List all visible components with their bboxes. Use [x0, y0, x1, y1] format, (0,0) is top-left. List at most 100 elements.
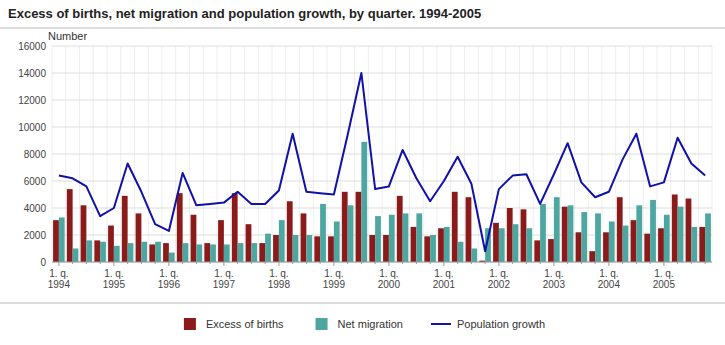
y-tick-label: 12000 — [18, 95, 46, 106]
x-tick — [485, 262, 486, 264]
x-tick — [86, 262, 87, 264]
bar — [94, 240, 100, 262]
x-tick-label-line: 1. q. — [159, 268, 178, 279]
legend-label: Excess of births — [206, 318, 284, 330]
bar — [218, 220, 224, 262]
legend-item: Net migration — [316, 318, 403, 330]
x-tick-label-line: 1999 — [323, 279, 346, 290]
x-tick — [223, 262, 224, 266]
x-tick-label-line: 1995 — [103, 279, 126, 290]
bar — [691, 227, 697, 262]
bar — [287, 201, 293, 262]
x-tick-label-line: 2005 — [653, 279, 676, 290]
bar — [67, 189, 73, 262]
x-tick — [663, 262, 664, 266]
bar — [507, 208, 513, 262]
bar — [636, 205, 642, 262]
bar — [466, 197, 472, 262]
x-tick — [347, 262, 348, 264]
bar-series — [59, 142, 711, 262]
bar — [678, 207, 684, 262]
x-tick-label-line: 2003 — [543, 279, 566, 290]
x-tick — [567, 262, 568, 264]
x-tick — [705, 262, 706, 264]
legend-swatch — [316, 318, 328, 330]
y-tick-label: 0 — [40, 257, 46, 268]
x-tick-label: 1. q.2000 — [378, 268, 401, 290]
bar — [251, 243, 257, 262]
bar — [411, 227, 417, 262]
bar — [589, 251, 595, 262]
grid-line — [52, 262, 712, 263]
bar — [568, 205, 574, 262]
grid-line — [52, 46, 712, 47]
x-axis: 1. q.19941. q.19951. q.19961. q.19971. q… — [48, 262, 712, 290]
x-tick-label: 1. q.1994 — [48, 268, 71, 290]
bar — [348, 205, 354, 262]
bar — [155, 242, 161, 262]
x-tick-label-line: 1. q. — [489, 268, 508, 279]
grid-line — [52, 208, 712, 209]
grid-line — [52, 154, 712, 155]
bar — [183, 243, 189, 262]
x-tick-label-line: 1. q. — [49, 268, 68, 279]
bar — [664, 215, 670, 262]
x-tick — [237, 262, 238, 264]
x-tick — [677, 262, 678, 264]
x-tick — [498, 262, 499, 266]
bar — [169, 253, 175, 262]
bar — [581, 212, 587, 262]
bar — [73, 249, 79, 263]
x-tick — [430, 262, 431, 264]
bar — [128, 243, 134, 262]
bar — [383, 235, 389, 262]
grid-line — [52, 73, 712, 74]
x-tick — [595, 262, 596, 264]
bar — [438, 228, 444, 262]
bar — [273, 235, 279, 262]
chart: Excess of births, net migration and popu… — [0, 0, 725, 345]
bar — [320, 204, 326, 262]
bar — [576, 232, 582, 262]
x-tick-label-line: 2000 — [378, 279, 401, 290]
y-tick-label: 14000 — [18, 68, 46, 79]
bar — [361, 142, 367, 262]
bar — [595, 213, 601, 262]
x-tick — [333, 262, 334, 266]
x-tick — [182, 262, 183, 264]
x-tick-label-line: 1. q. — [214, 268, 233, 279]
y-tick-label: 4000 — [24, 203, 47, 214]
x-axis-line — [52, 262, 712, 263]
x-tick — [540, 262, 541, 264]
y-axis: 0200040006000800010000120001400016000 — [18, 41, 712, 268]
x-tick — [622, 262, 623, 264]
bar — [210, 244, 216, 262]
bar — [246, 224, 252, 262]
x-tick-label-line: 2004 — [598, 279, 621, 290]
bar — [59, 217, 65, 262]
bar — [369, 235, 375, 262]
x-tick-label-line: 2002 — [488, 279, 511, 290]
bar — [444, 227, 450, 262]
x-tick — [650, 262, 651, 264]
x-tick — [581, 262, 582, 264]
bar — [177, 193, 183, 262]
x-tick — [113, 262, 114, 266]
x-tick — [553, 262, 554, 266]
bar — [114, 246, 120, 262]
y-tick-label: 6000 — [24, 176, 47, 187]
bar — [397, 196, 403, 262]
bar — [389, 215, 395, 262]
legend-label: Net migration — [338, 318, 403, 330]
x-tick — [691, 262, 692, 264]
separator — [0, 28, 725, 29]
x-tick-label-line: 1. q. — [434, 268, 453, 279]
x-tick — [471, 262, 472, 264]
legend-label: Population growth — [457, 318, 545, 330]
x-tick-label-line: 1. q. — [599, 268, 618, 279]
x-tick-label: 1. q.1998 — [268, 268, 291, 290]
bar — [403, 213, 409, 262]
x-tick-label-line: 1. q. — [269, 268, 288, 279]
legend-swatch — [431, 323, 451, 325]
x-tick — [375, 262, 376, 264]
